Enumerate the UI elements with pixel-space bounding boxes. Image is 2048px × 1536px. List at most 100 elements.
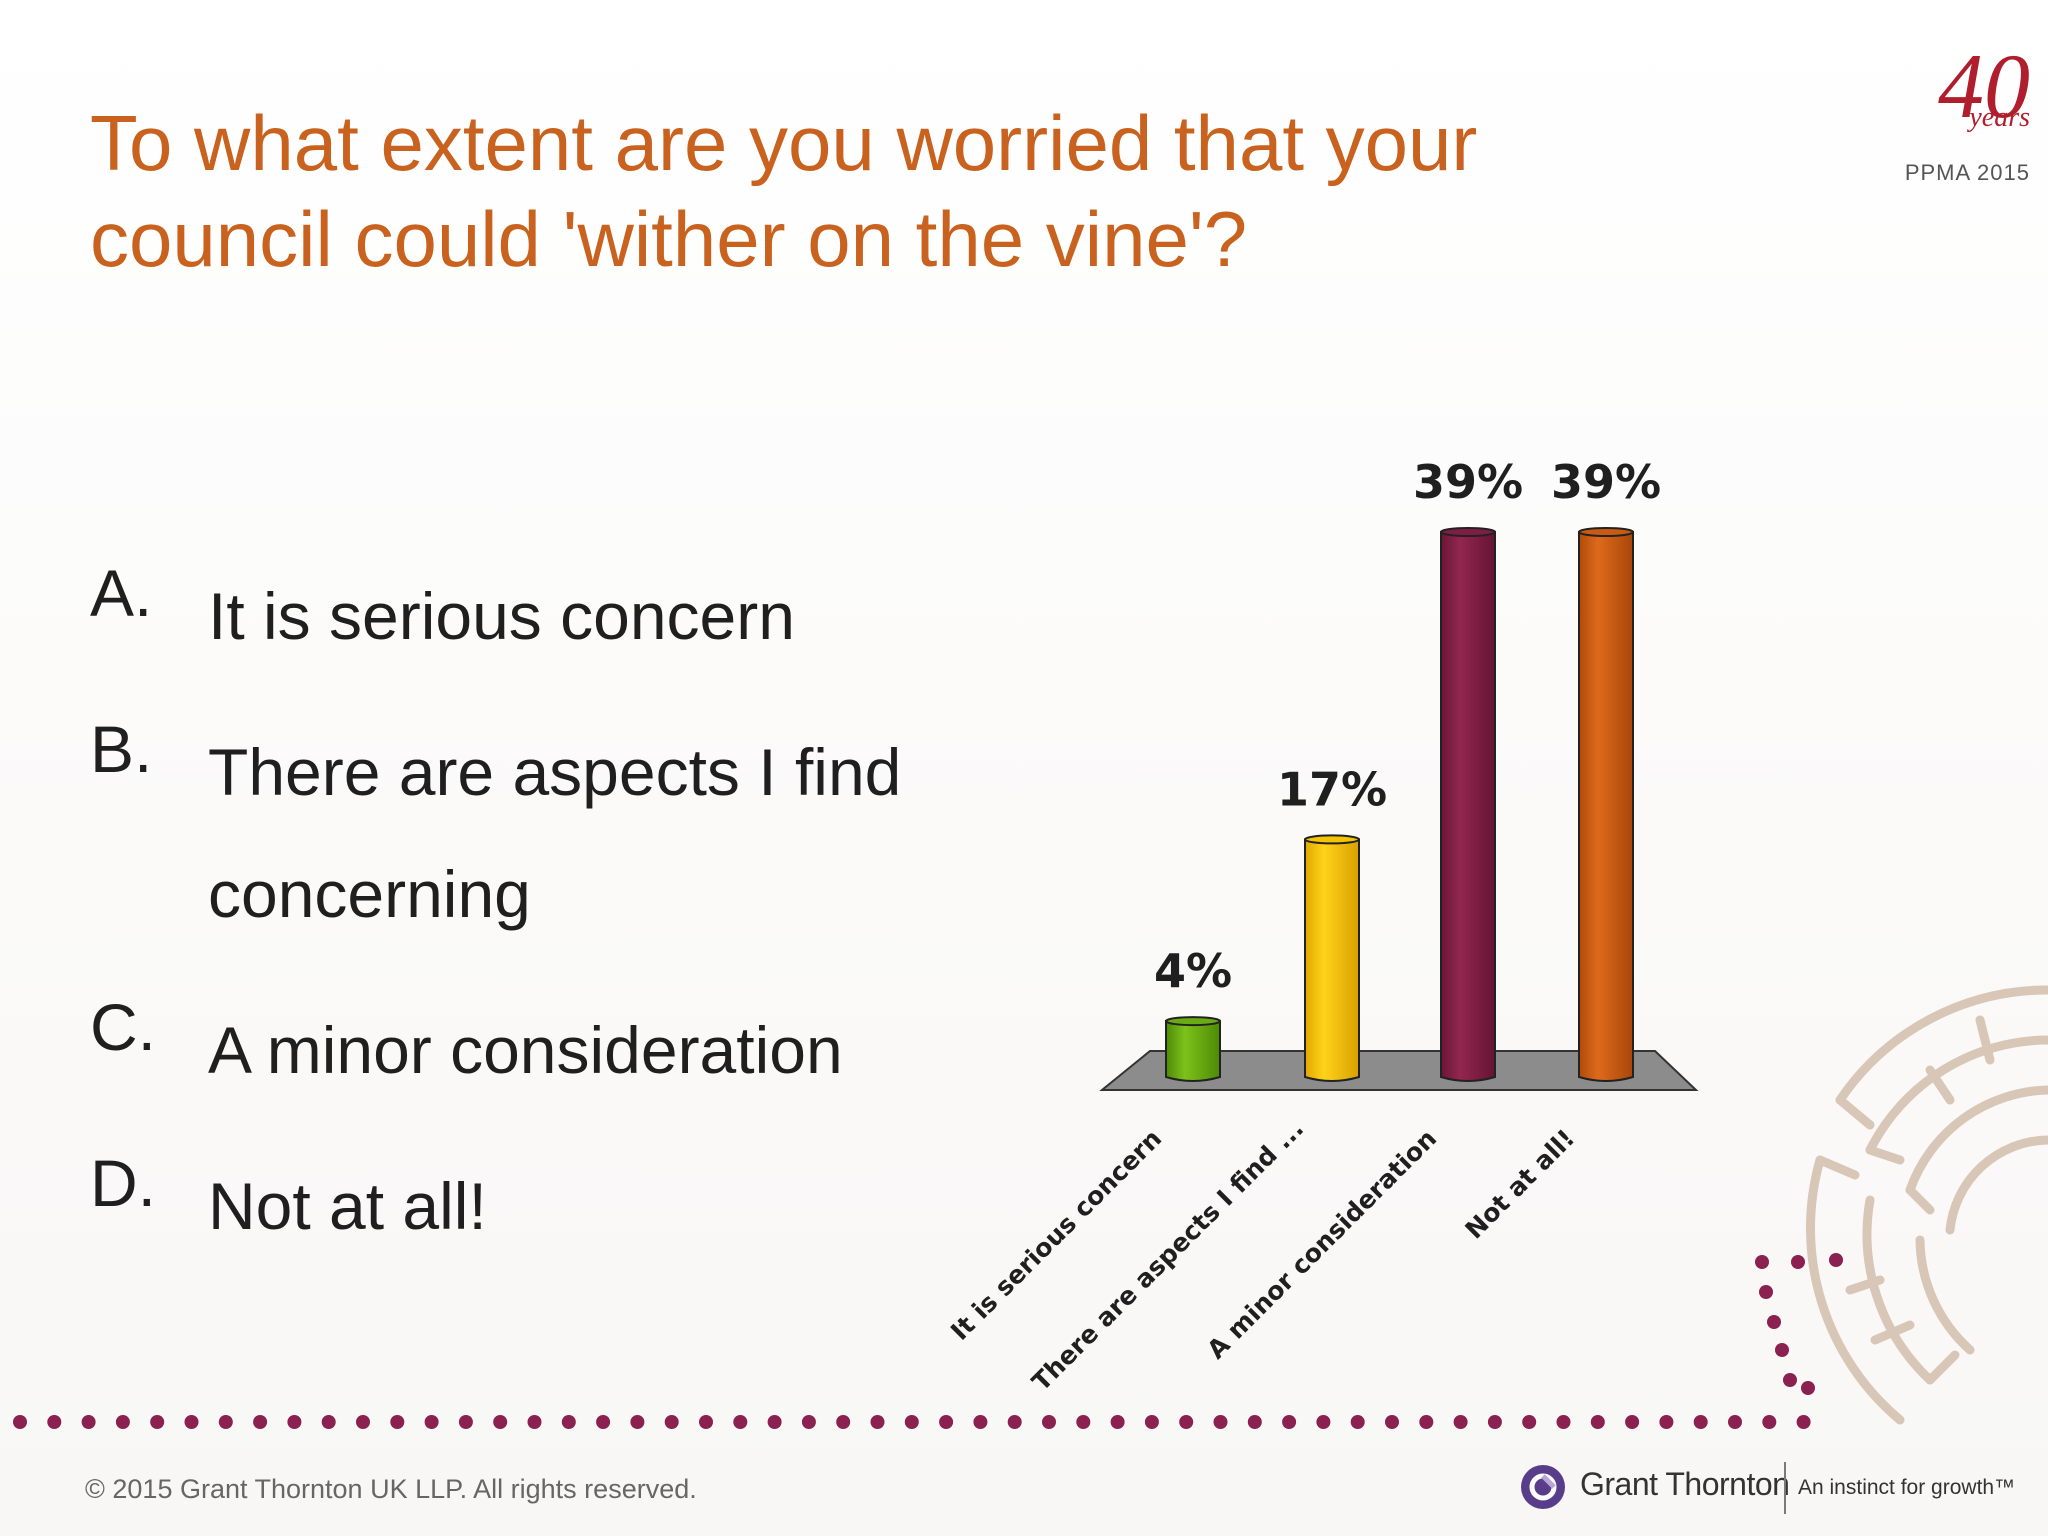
footer-dot bbox=[767, 1415, 782, 1429]
footer-dot bbox=[13, 1415, 27, 1429]
footer-dot bbox=[870, 1415, 885, 1429]
footer-dot bbox=[1829, 1253, 1843, 1267]
logo-separator bbox=[1784, 1462, 1786, 1514]
footer-dot bbox=[801, 1415, 816, 1429]
footer-dot bbox=[1767, 1315, 1781, 1329]
ppma-40-years-logo: 40 years PPMA 2015 bbox=[1900, 35, 2030, 185]
footer-dot bbox=[1350, 1415, 1365, 1429]
option-text: There are aspects I find concerning bbox=[208, 735, 902, 931]
footer-dot bbox=[1522, 1415, 1537, 1429]
footer-dot bbox=[150, 1415, 165, 1429]
option-text: Not at all! bbox=[208, 1169, 487, 1243]
footer-dot bbox=[356, 1415, 370, 1429]
footer-dot bbox=[81, 1415, 96, 1429]
bar-body bbox=[1440, 531, 1496, 1082]
bar-body bbox=[1578, 531, 1634, 1082]
option-text: It is serious concern bbox=[208, 579, 795, 653]
footer-dot bbox=[1487, 1415, 1502, 1429]
grant-thornton-mark-icon bbox=[1521, 1465, 1565, 1509]
title-line-2: council could 'wither on the vine'? bbox=[90, 195, 1248, 283]
footer-dot bbox=[527, 1415, 542, 1429]
option-c: C. A minor consideration bbox=[90, 989, 990, 1111]
footer-dot bbox=[1213, 1415, 1228, 1429]
footer-dot bbox=[1179, 1415, 1194, 1429]
chart-value-labels: 4% 17% 39% 39% bbox=[1154, 455, 1661, 998]
footer-dot bbox=[1590, 1415, 1605, 1429]
footer-dot bbox=[1042, 1415, 1056, 1429]
footer-dot bbox=[424, 1415, 439, 1429]
value-label-4: 39% bbox=[1551, 455, 1661, 509]
company-tagline: An instinct for growth™ bbox=[1798, 1476, 2016, 1499]
footer-dot bbox=[1791, 1255, 1805, 1269]
footer-dot bbox=[1759, 1285, 1773, 1299]
footer-dot bbox=[1282, 1415, 1297, 1429]
footer-dot bbox=[904, 1415, 919, 1429]
footer-dot bbox=[1801, 1381, 1815, 1395]
footer-dot bbox=[596, 1415, 611, 1429]
footer-dot bbox=[561, 1415, 576, 1429]
footer-dot bbox=[1144, 1415, 1159, 1429]
badge-number: 40 bbox=[1938, 35, 2030, 137]
footer-dot bbox=[1556, 1415, 1571, 1429]
title-line-1: To what extent are you worried that your bbox=[90, 99, 1478, 187]
value-label-1: 4% bbox=[1154, 944, 1232, 998]
footer-dot bbox=[321, 1415, 336, 1429]
footer-dot bbox=[1796, 1415, 1811, 1429]
footer-dot bbox=[287, 1415, 302, 1429]
badge-event: PPMA 2015 bbox=[1904, 160, 2030, 185]
footer-dot bbox=[630, 1415, 645, 1429]
footer-dot bbox=[1110, 1415, 1125, 1429]
bar-cap bbox=[1440, 527, 1496, 537]
footer-dot bbox=[836, 1415, 851, 1429]
bar-1 bbox=[1165, 1016, 1221, 1082]
footer-dot bbox=[733, 1415, 748, 1429]
grant-thornton-logo: Grant Thornton An instinct for growth™ bbox=[1520, 1460, 2020, 1516]
footer-dot bbox=[458, 1415, 473, 1429]
bar-cap bbox=[1304, 834, 1360, 845]
footer-dot bbox=[1783, 1373, 1797, 1387]
chart-floor bbox=[1099, 1050, 1699, 1091]
bar-4 bbox=[1578, 527, 1634, 1082]
footer-dot bbox=[1419, 1415, 1434, 1429]
option-letter: B. bbox=[90, 712, 153, 786]
footer-dot bbox=[184, 1415, 199, 1429]
footer-dot bbox=[1247, 1415, 1262, 1429]
footer-dot bbox=[1453, 1415, 1468, 1429]
chart-bars bbox=[1165, 527, 1634, 1082]
footer-dot bbox=[1728, 1415, 1742, 1429]
copyright-text: © 2015 Grant Thornton UK LLP. All rights… bbox=[85, 1474, 697, 1504]
footer-dot bbox=[1316, 1415, 1331, 1429]
footer-dot bbox=[253, 1415, 268, 1429]
option-a: A. It is serious concern bbox=[90, 555, 990, 677]
option-letter: C. bbox=[90, 990, 156, 1064]
bar-cap bbox=[1165, 1016, 1221, 1027]
option-text: A minor consideration bbox=[208, 1013, 843, 1087]
footer-dot bbox=[1007, 1415, 1022, 1429]
answer-options: A. It is serious concern B. There are as… bbox=[90, 555, 990, 1267]
footer-dot bbox=[1775, 1343, 1789, 1357]
option-letter: D. bbox=[90, 1146, 156, 1220]
bar-2 bbox=[1304, 834, 1360, 1082]
option-d: D. Not at all! bbox=[90, 1145, 990, 1267]
footer-dot bbox=[1659, 1415, 1674, 1429]
value-label-3: 39% bbox=[1413, 455, 1523, 509]
value-label-2: 17% bbox=[1277, 762, 1387, 816]
footer-dot bbox=[1755, 1255, 1769, 1269]
footer-dot bbox=[1762, 1415, 1777, 1429]
footer-dot bbox=[664, 1415, 679, 1429]
bar-3 bbox=[1440, 527, 1496, 1082]
footer-dot bbox=[1693, 1415, 1708, 1429]
footer-dot bbox=[1625, 1415, 1640, 1429]
bar-body bbox=[1165, 1020, 1221, 1082]
company-name: Grant Thornton bbox=[1580, 1466, 1790, 1502]
footer-dot bbox=[1076, 1415, 1091, 1429]
bar-cap bbox=[1578, 527, 1634, 537]
badge-years: years bbox=[1969, 102, 2030, 133]
footer-dot bbox=[115, 1415, 130, 1429]
decorative-maze-graphic bbox=[1806, 985, 2048, 1425]
footer-dot bbox=[218, 1415, 233, 1429]
footer-dot bbox=[47, 1415, 62, 1429]
